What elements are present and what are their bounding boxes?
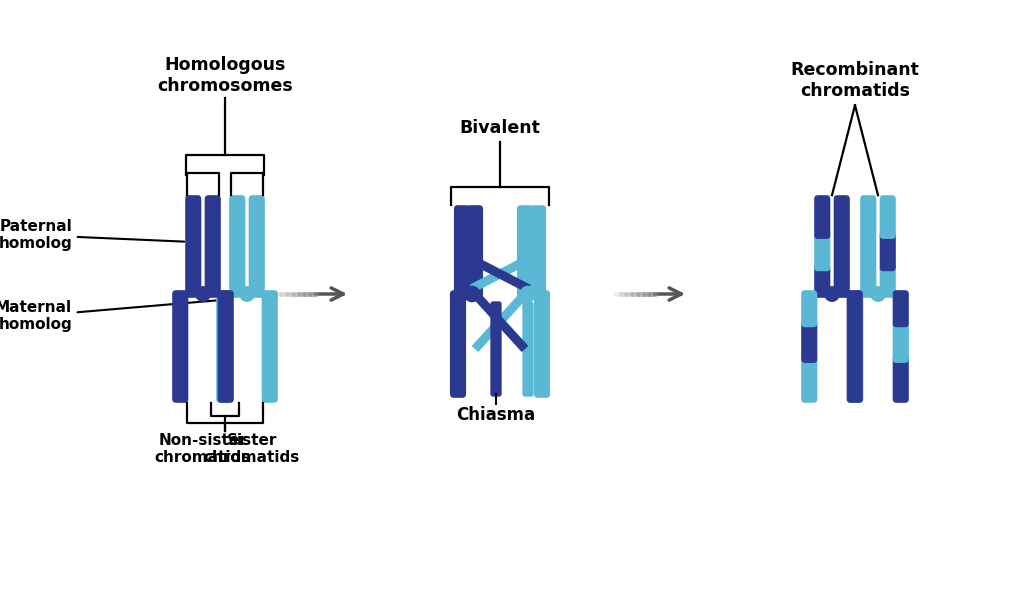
PathPatch shape xyxy=(469,255,531,293)
FancyBboxPatch shape xyxy=(454,205,470,298)
FancyBboxPatch shape xyxy=(534,290,550,398)
FancyBboxPatch shape xyxy=(880,263,896,298)
FancyBboxPatch shape xyxy=(229,195,246,298)
FancyBboxPatch shape xyxy=(522,302,534,396)
FancyBboxPatch shape xyxy=(262,290,278,403)
FancyBboxPatch shape xyxy=(172,290,188,403)
Circle shape xyxy=(196,287,210,301)
FancyBboxPatch shape xyxy=(801,290,817,327)
FancyBboxPatch shape xyxy=(450,290,466,398)
FancyBboxPatch shape xyxy=(893,355,909,403)
FancyBboxPatch shape xyxy=(205,195,221,298)
FancyBboxPatch shape xyxy=(530,205,546,298)
Text: Chiasma: Chiasma xyxy=(457,406,536,424)
FancyBboxPatch shape xyxy=(467,205,483,298)
FancyBboxPatch shape xyxy=(814,263,830,298)
FancyBboxPatch shape xyxy=(847,290,863,403)
FancyBboxPatch shape xyxy=(801,320,817,363)
Circle shape xyxy=(464,286,479,302)
FancyBboxPatch shape xyxy=(834,195,850,298)
FancyBboxPatch shape xyxy=(893,320,909,363)
Text: Paternal
homolog: Paternal homolog xyxy=(0,219,184,252)
Circle shape xyxy=(240,287,254,301)
FancyBboxPatch shape xyxy=(249,195,265,298)
FancyBboxPatch shape xyxy=(880,195,896,239)
Text: Maternal
homolog: Maternal homolog xyxy=(0,299,230,332)
Circle shape xyxy=(870,287,885,301)
FancyBboxPatch shape xyxy=(814,231,830,271)
FancyBboxPatch shape xyxy=(801,355,817,403)
FancyBboxPatch shape xyxy=(893,290,909,327)
FancyBboxPatch shape xyxy=(860,195,877,298)
PathPatch shape xyxy=(472,291,528,352)
Text: Non-sister
chromatids: Non-sister chromatids xyxy=(155,433,251,465)
PathPatch shape xyxy=(469,255,531,293)
Text: Bivalent: Bivalent xyxy=(460,119,541,137)
FancyBboxPatch shape xyxy=(847,290,863,403)
FancyBboxPatch shape xyxy=(814,195,830,239)
FancyBboxPatch shape xyxy=(880,231,896,271)
FancyBboxPatch shape xyxy=(185,195,202,298)
FancyBboxPatch shape xyxy=(218,290,233,403)
FancyBboxPatch shape xyxy=(216,290,232,403)
PathPatch shape xyxy=(472,291,528,352)
Text: Sister
chromatids: Sister chromatids xyxy=(204,433,300,465)
Circle shape xyxy=(520,286,536,302)
Text: Homologous
chromosomes: Homologous chromosomes xyxy=(157,57,293,95)
FancyBboxPatch shape xyxy=(517,205,534,298)
Circle shape xyxy=(824,287,840,301)
Text: Recombinant
chromatids: Recombinant chromatids xyxy=(791,61,920,100)
FancyBboxPatch shape xyxy=(490,302,502,396)
